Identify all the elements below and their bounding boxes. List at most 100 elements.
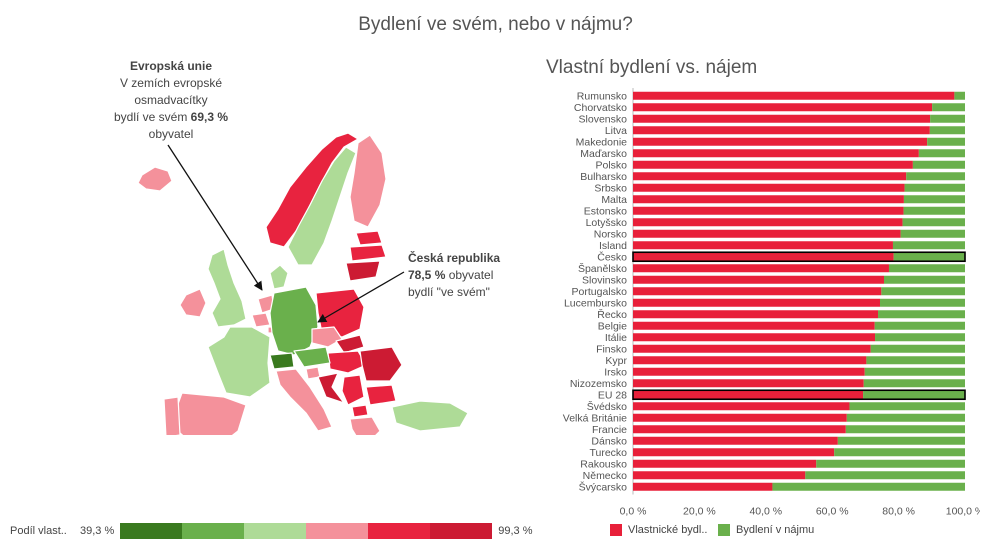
map-region-dansko[interactable] <box>269 264 289 290</box>
bar-rent-irsko[interactable] <box>864 367 965 376</box>
map-region-portugalsko[interactable] <box>163 396 181 435</box>
map-region-makedonie[interactable] <box>351 404 369 418</box>
map-region-recko[interactable] <box>349 416 381 435</box>
bar-rent-cesko[interactable] <box>893 252 965 261</box>
bar-rent-nizozemsko[interactable] <box>863 379 965 388</box>
bar-own-malta[interactable] <box>633 195 904 204</box>
map-region-velka-britanie[interactable] <box>207 248 247 328</box>
bar-rent-island[interactable] <box>892 241 965 250</box>
bar-rent-bulharsko[interactable] <box>906 172 965 181</box>
bar-rent-recko[interactable] <box>878 310 965 319</box>
map-region-francie[interactable] <box>207 326 271 398</box>
bar-own-velka-britanie[interactable] <box>633 413 847 422</box>
bar-own-svedsko[interactable] <box>633 402 850 411</box>
legend-own[interactable]: Vlastnické bydl.. <box>610 524 707 536</box>
map-region-rumunsko[interactable] <box>359 346 403 382</box>
bar-own-portugalsko[interactable] <box>633 287 882 296</box>
bar-rent-rumunsko[interactable] <box>954 91 965 100</box>
bar-own-madarsko[interactable] <box>633 149 919 158</box>
bar-own-estonsko[interactable] <box>633 206 904 215</box>
bar-rent-dansko[interactable] <box>837 436 965 445</box>
bar-rent-svycarsko[interactable] <box>772 482 965 491</box>
bar-own-rakousko[interactable] <box>633 459 817 468</box>
map-region-lotyssko[interactable] <box>349 244 387 262</box>
map-region-spanelsko[interactable] <box>173 392 247 435</box>
map-region-litva[interactable] <box>345 260 381 282</box>
map-region-cesko[interactable] <box>311 326 343 348</box>
bar-own-polsko[interactable] <box>633 160 913 169</box>
bar-rent-litva[interactable] <box>929 126 965 135</box>
bar-chart[interactable]: RumunskoChorvatskoSlovenskoLitvaMakedoni… <box>520 80 980 520</box>
bar-rent-italie[interactable] <box>875 333 965 342</box>
map-region-turecko[interactable] <box>391 400 469 432</box>
bar-own-lotyssko[interactable] <box>633 218 903 227</box>
legend-rent[interactable]: Bydlení v nájmu <box>718 524 814 536</box>
bar-rent-spanelsko[interactable] <box>888 264 965 273</box>
bar-rent-slovensko[interactable] <box>930 114 965 123</box>
bar-own-spanelsko[interactable] <box>633 264 889 273</box>
map-region-italie[interactable] <box>275 368 333 435</box>
bar-own-finsko[interactable] <box>633 344 871 353</box>
map-region-irsko[interactable] <box>179 288 207 318</box>
bar-rent-francie[interactable] <box>845 425 965 434</box>
bar-own-svycarsko[interactable] <box>633 482 773 491</box>
bar-rent-turecko[interactable] <box>834 448 965 457</box>
bar-rent-estonsko[interactable] <box>903 206 965 215</box>
bar-own-makedonie[interactable] <box>633 137 928 146</box>
bar-own-italie[interactable] <box>633 333 876 342</box>
bar-own-slovinsko[interactable] <box>633 275 884 284</box>
bar-own-francie[interactable] <box>633 425 846 434</box>
map-region-island[interactable] <box>137 166 173 192</box>
bar-own-lucembursko[interactable] <box>633 298 881 307</box>
bar-own-nemecko[interactable] <box>633 471 806 480</box>
bar-rent-lucembursko[interactable] <box>880 298 965 307</box>
bar-rent-lotyssko[interactable] <box>902 218 965 227</box>
bar-own-bulharsko[interactable] <box>633 172 907 181</box>
bar-own-dansko[interactable] <box>633 436 838 445</box>
bar-own-turecko[interactable] <box>633 448 835 457</box>
bar-rent-makedonie[interactable] <box>927 137 965 146</box>
bar-rent-malta[interactable] <box>903 195 965 204</box>
bar-rent-portugalsko[interactable] <box>881 287 965 296</box>
bar-rent-rakousko[interactable] <box>816 459 965 468</box>
map-region-svycarsko[interactable] <box>269 352 295 370</box>
bar-rent-srbsko[interactable] <box>904 183 965 192</box>
bar-rent-polsko[interactable] <box>912 160 965 169</box>
europe-map[interactable] <box>120 115 480 435</box>
bar-rent-velka-britanie[interactable] <box>846 413 965 422</box>
bar-rent-eu-28[interactable] <box>863 390 965 399</box>
bar-rent-madarsko[interactable] <box>918 149 965 158</box>
map-region-bulharsko[interactable] <box>365 384 397 406</box>
bar-rent-belgie[interactable] <box>874 321 965 330</box>
map-region-madarsko[interactable] <box>327 350 367 374</box>
map-region-rakousko[interactable] <box>293 346 331 368</box>
bar-own-cesko[interactable] <box>633 252 894 261</box>
bar-own-rumunsko[interactable] <box>633 91 955 100</box>
bar-own-belgie[interactable] <box>633 321 875 330</box>
map-region-belgie[interactable] <box>251 312 271 328</box>
bar-rent-svedsko[interactable] <box>849 402 965 411</box>
map-region-slovensko[interactable] <box>335 334 365 354</box>
bar-own-srbsko[interactable] <box>633 183 905 192</box>
map-region-srbsko[interactable] <box>341 374 365 406</box>
bar-own-kypr[interactable] <box>633 356 867 365</box>
map-region-chorvatsko[interactable] <box>317 372 345 404</box>
bar-own-nizozemsko[interactable] <box>633 379 864 388</box>
bar-rent-kypr[interactable] <box>866 356 965 365</box>
bar-rent-norsko[interactable] <box>900 229 965 238</box>
bar-own-irsko[interactable] <box>633 367 865 376</box>
bar-rent-chorvatsko[interactable] <box>932 103 965 112</box>
bar-rent-nemecko[interactable] <box>805 471 965 480</box>
map-region-svedsko[interactable] <box>287 146 357 266</box>
bar-rent-finsko[interactable] <box>870 344 965 353</box>
map-region-nemecko[interactable] <box>269 286 319 356</box>
bar-own-island[interactable] <box>633 241 893 250</box>
bar-own-slovensko[interactable] <box>633 114 931 123</box>
map-region-estonsko[interactable] <box>355 230 383 246</box>
bar-own-litva[interactable] <box>633 126 930 135</box>
map-region-finsko[interactable] <box>349 134 387 228</box>
bar-own-eu-28[interactable] <box>633 390 864 399</box>
bar-own-norsko[interactable] <box>633 229 901 238</box>
bar-own-chorvatsko[interactable] <box>633 103 933 112</box>
bar-rent-slovinsko[interactable] <box>883 275 965 284</box>
